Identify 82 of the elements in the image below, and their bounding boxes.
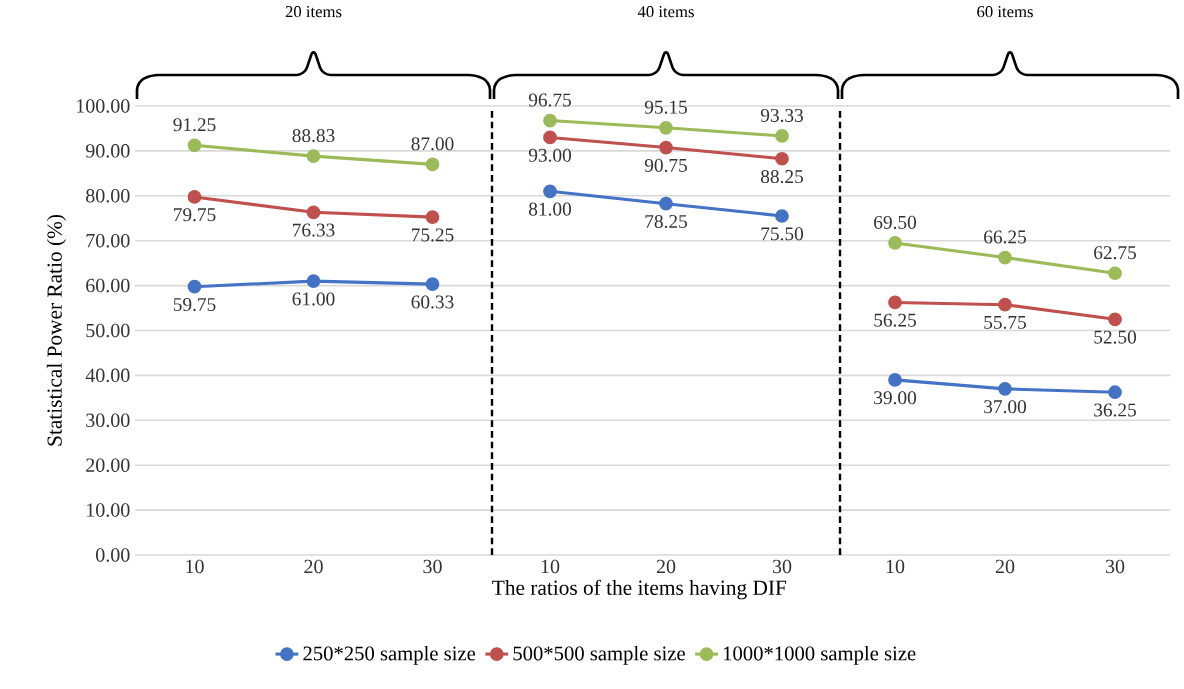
legend-label: 1000*1000 sample size [723,645,916,665]
data-label: 75.25 [412,228,454,242]
y-tick-label: 100.00 [77,99,130,113]
data-label: 88.83 [292,129,335,143]
point [187,279,202,294]
point [888,295,902,310]
y-tick-label: 30.00 [86,413,130,428]
data-label: 60.33 [411,295,454,309]
point [306,274,321,288]
point [775,209,789,223]
y-tick-label: 50.00 [86,323,130,338]
point [306,149,321,164]
data-label: 78.25 [645,214,687,229]
data-label: 61.00 [292,292,335,306]
data-label: 62.75 [1094,246,1137,260]
point [187,138,202,153]
data-label: 56.25 [874,313,916,327]
data-label: 39.00 [874,391,917,405]
data-label: 88.25 [760,170,803,184]
data-label: 59.75 [173,298,216,312]
data-label: 52.50 [1094,330,1137,344]
data-label: 79.75 [174,208,216,222]
point [775,129,789,143]
chart-title: 20 items [285,6,342,18]
x-axis-title: The ratios of the items having DIF [492,579,787,600]
x-tick-label: 20 [656,559,676,574]
point [425,210,440,224]
data-label: 69.50 [874,215,917,229]
data-label: 81.00 [528,202,572,216]
point [543,130,557,145]
point [888,373,902,387]
point [659,196,673,211]
x-tick-label: 30 [772,559,792,574]
chart-title: 40 items [637,6,694,18]
data-label: 76.33 [293,223,335,237]
point [775,151,789,166]
data-label: 93.33 [760,108,803,122]
point [1108,385,1122,400]
point [998,297,1012,312]
data-label: 36.25 [1094,403,1137,417]
point [543,113,557,128]
point [659,120,673,135]
x-tick-label: 10 [186,559,204,574]
y-tick-label: 80.00 [86,189,130,203]
data-label: 96.75 [528,93,571,107]
data-label: 75.50 [761,227,804,241]
x-tick-label: 20 [304,559,323,574]
data-label: 93.00 [528,148,572,162]
y-axis-title: Statistical Power Ratio (%) [46,214,67,446]
point [306,205,321,220]
x-tick-label: 30 [423,559,442,574]
x-tick-label: 20 [995,559,1015,574]
data-label: 87.00 [411,137,454,151]
chart-title: 60 items [977,6,1033,18]
point [187,190,202,204]
y-tick-label: 40.00 [85,368,130,383]
point [1108,266,1122,281]
y-tick-label: 10.00 [87,503,130,517]
point [425,277,440,291]
x-tick-label: 10 [886,559,905,574]
data-label: 66.25 [984,230,1026,244]
data-label: 91.25 [173,118,216,132]
point [543,184,557,199]
legend-label: 250*250 sample size [303,645,476,665]
point [888,236,902,250]
y-tick-label: 60.00 [86,278,130,293]
point [659,140,673,155]
x-tick-label: 30 [1105,559,1125,574]
data-label: 55.75 [984,315,1026,329]
data-label: 95.15 [644,100,687,114]
data-label: 37.00 [984,400,1027,414]
x-tick-label: 10 [541,559,560,574]
point [1108,312,1122,327]
y-tick-label: 90.00 [85,144,130,158]
legend-label: 500*500 sample size [513,645,685,665]
data-label: 90.75 [644,158,687,172]
y-tick-label: 20.00 [86,458,130,472]
point [998,250,1012,265]
point [425,157,440,172]
y-tick-label: 0.00 [96,548,130,562]
point [998,381,1012,396]
y-tick-label: 70.00 [86,233,130,248]
